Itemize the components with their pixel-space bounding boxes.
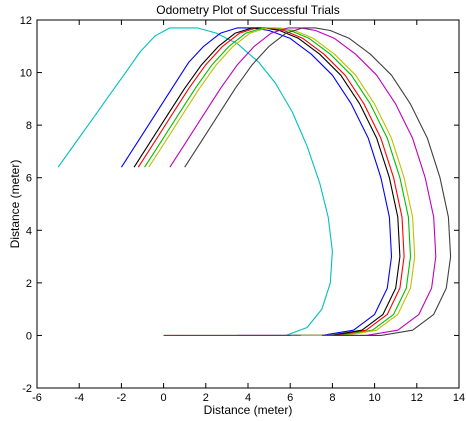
y-tick-label: 10 [20,68,32,80]
x-tick-label: 0 [161,392,167,404]
axes-layer: -6 -4 -2 0 2 4 6 8 10 12 14 -2 0 2 4 6 8 10 12 [20,15,465,404]
y-tick-label: -2 [22,383,32,395]
series-line-4 [133,27,401,336]
x-tick-label: -4 [74,392,84,404]
series-line-6 [148,27,416,336]
y-tick-label: 12 [20,15,32,27]
series-line-7 [169,27,437,336]
series-line-3 [137,27,405,336]
series-layer [57,27,452,336]
x-tick-label: 8 [329,392,335,404]
y-tick-label: 2 [26,278,32,290]
y-tick-label: 6 [26,173,32,185]
x-axis-title: Distance (meter) [204,403,293,417]
y-tick-label: 4 [26,225,32,237]
x-tick-label: 10 [368,392,380,404]
series-line-5 [144,27,412,336]
series-line-2 [120,27,393,336]
x-tick-label: 14 [453,392,465,404]
x-tick-label: 2 [203,392,209,404]
x-tick-label: 12 [411,392,423,404]
x-tick-label: -6 [32,392,42,404]
x-tick-label: 6 [287,392,293,404]
y-axis-title: Distance (meter) [8,160,22,249]
series-line-1 [57,27,333,336]
x-tick-label: 4 [245,392,251,404]
y-tick-label: 0 [26,330,32,342]
x-tick-label: -2 [117,392,127,404]
series-line-8 [184,27,452,336]
y-tick-label: 8 [26,120,32,132]
chart-title: Odometry Plot of Successful Trials [156,3,339,17]
